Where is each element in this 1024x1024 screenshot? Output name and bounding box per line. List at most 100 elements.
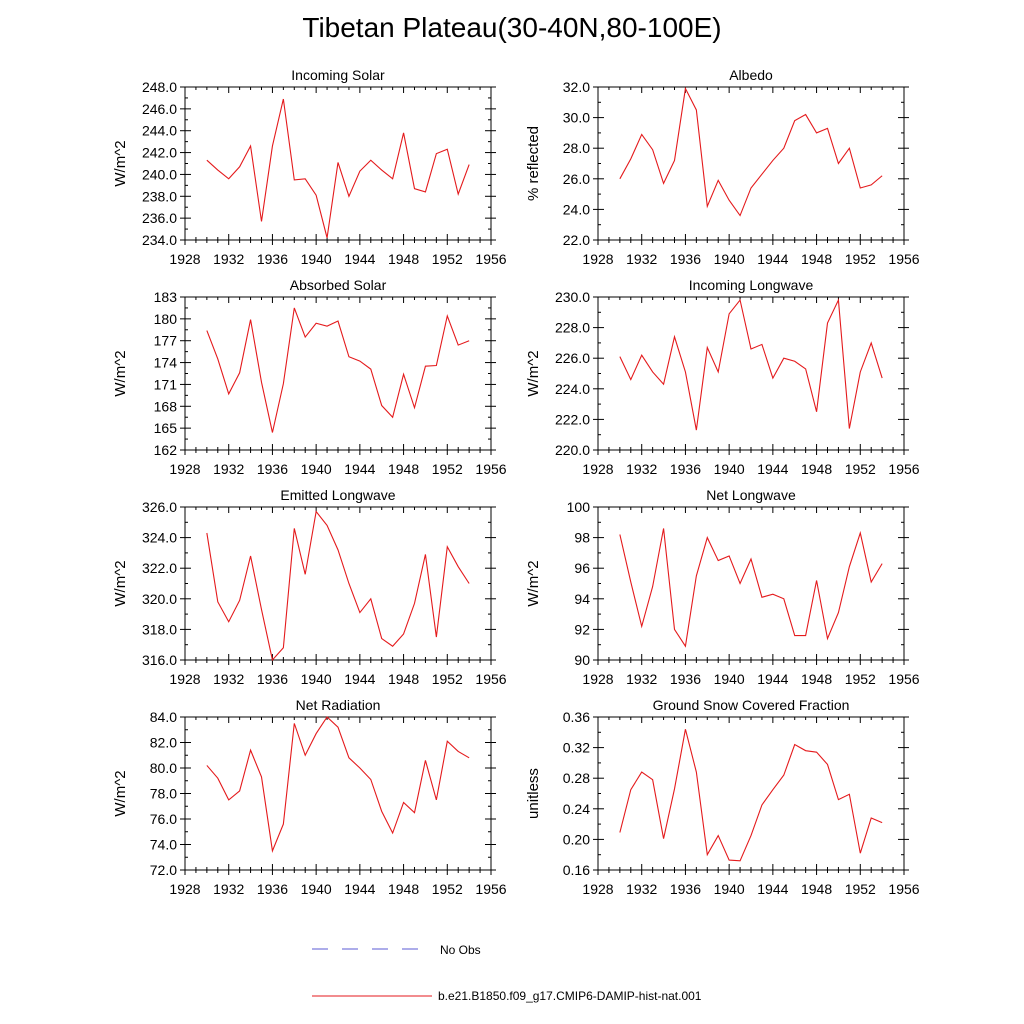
x-tick-label: 1936 [670, 671, 701, 687]
plot-frame [597, 296, 905, 451]
series-line [619, 729, 883, 862]
y-tick-label: 26.0 [563, 171, 590, 187]
y-axis-label: unitless [525, 768, 542, 819]
x-tick-label: 1944 [757, 671, 788, 687]
panel-3: Absorbed Solar W/m^2 1928 1932 1936 1940 1944 1… [112, 277, 507, 477]
y-tick-label: 246.0 [142, 101, 177, 117]
y-tick-label: 28.0 [563, 140, 590, 156]
x-tick-label: 1948 [801, 881, 832, 897]
y-tick-label: 0.32 [563, 740, 590, 756]
x-tick-label: 1944 [757, 461, 788, 477]
x-tick-label: 1936 [257, 671, 288, 687]
x-tick-label: 1948 [801, 461, 832, 477]
y-tick-label: 248.0 [142, 79, 177, 95]
plot-frame [597, 506, 905, 661]
y-tick-label: 320.0 [142, 591, 177, 607]
x-tick-label: 1940 [714, 671, 745, 687]
plot-frame [597, 86, 905, 241]
y-tick-label: 32.0 [563, 79, 590, 95]
legend: No Obs b.e21.B1850.f09_g17.CMIP6-DAMIP-hi… [312, 943, 702, 1003]
y-tick-label: 240.0 [142, 166, 177, 182]
panel-title: Absorbed Solar [290, 277, 387, 293]
x-tick-label: 1940 [301, 881, 332, 897]
plot-frame [184, 506, 492, 661]
y-tick-label: 84.0 [150, 709, 177, 725]
x-tick-label: 1932 [213, 251, 244, 267]
x-tick-label: 1932 [213, 461, 244, 477]
x-tick-label: 1928 [169, 881, 200, 897]
x-tick-label: 1940 [714, 881, 745, 897]
x-tick-label: 1944 [344, 881, 375, 897]
y-tick-label: 234.0 [142, 232, 177, 248]
panel-6: Net Longwave W/m^2 1928 1932 1936 1940 1944 194… [525, 487, 920, 687]
x-tick-label: 1952 [432, 671, 463, 687]
x-tick-label: 1936 [257, 461, 288, 477]
x-tick-label: 1928 [582, 461, 613, 477]
y-tick-label: 82.0 [150, 735, 177, 751]
x-tick-label: 1940 [301, 671, 332, 687]
panel-title: Net Radiation [296, 697, 381, 713]
y-tick-label: 226.0 [555, 350, 590, 366]
y-tick-label: 98 [574, 530, 590, 546]
panel-2: Albedo % reflected 1928 1932 1936 1940 1944 194… [525, 67, 920, 267]
y-tick-label: 0.24 [563, 801, 590, 817]
figure-title: Tibetan Plateau(30-40N,80-100E) [302, 12, 722, 43]
y-tick-label: 322.0 [142, 560, 177, 576]
series-line [619, 528, 883, 648]
plot-frame [184, 716, 492, 871]
x-tick-label: 1936 [670, 251, 701, 267]
panel-1: Incoming Solar W/m^2 1928 1932 1936 1940 1944 1… [112, 67, 507, 267]
x-tick-label: 1928 [169, 671, 200, 687]
y-axis-label: % reflected [525, 126, 542, 201]
x-tick-label: 1936 [670, 461, 701, 477]
panel-title: Incoming Solar [291, 67, 385, 83]
x-tick-label: 1928 [582, 671, 613, 687]
x-tick-label: 1956 [888, 251, 919, 267]
x-tick-label: 1944 [344, 461, 375, 477]
series-line [619, 297, 883, 431]
y-tick-label: 183 [154, 289, 178, 305]
y-tick-label: 177 [154, 333, 178, 349]
y-tick-label: 100 [567, 499, 591, 515]
x-tick-label: 1956 [888, 881, 919, 897]
y-tick-label: 24.0 [563, 201, 590, 217]
y-tick-label: 0.36 [563, 709, 590, 725]
y-tick-label: 174 [154, 355, 178, 371]
y-tick-label: 324.0 [142, 530, 177, 546]
y-axis-label: W/m^2 [112, 770, 129, 816]
y-tick-label: 30.0 [563, 110, 590, 126]
y-axis-label: W/m^2 [525, 560, 542, 606]
x-tick-label: 1952 [845, 881, 876, 897]
x-tick-label: 1956 [475, 671, 506, 687]
x-tick-label: 1944 [757, 251, 788, 267]
y-tick-label: 168 [154, 398, 178, 414]
x-tick-label: 1940 [714, 251, 745, 267]
y-tick-label: 0.16 [563, 862, 590, 878]
y-tick-label: 318.0 [142, 621, 177, 637]
series-line [206, 716, 470, 853]
y-tick-label: 222.0 [555, 411, 590, 427]
x-tick-label: 1948 [388, 671, 419, 687]
x-tick-label: 1948 [388, 251, 419, 267]
y-tick-label: 76.0 [150, 811, 177, 827]
x-tick-label: 1948 [388, 461, 419, 477]
x-tick-label: 1956 [888, 461, 919, 477]
y-tick-label: 92 [574, 621, 590, 637]
panel-title: Albedo [729, 67, 773, 83]
x-tick-label: 1948 [388, 881, 419, 897]
x-tick-label: 1956 [475, 881, 506, 897]
x-tick-label: 1940 [301, 251, 332, 267]
panel-8: Ground Snow Covered Fraction unitless 1928… [525, 697, 920, 897]
x-tick-label: 1952 [845, 461, 876, 477]
y-tick-label: 316.0 [142, 652, 177, 668]
y-tick-label: 74.0 [150, 837, 177, 853]
y-tick-label: 165 [154, 420, 178, 436]
x-tick-label: 1952 [432, 461, 463, 477]
x-tick-label: 1944 [344, 251, 375, 267]
series-line [619, 86, 883, 217]
panel-7: Net Radiation W/m^2 1928 1932 1936 1940 1944 19… [112, 697, 507, 897]
x-tick-label: 1928 [582, 881, 613, 897]
x-tick-label: 1932 [626, 671, 657, 687]
x-tick-label: 1928 [582, 251, 613, 267]
